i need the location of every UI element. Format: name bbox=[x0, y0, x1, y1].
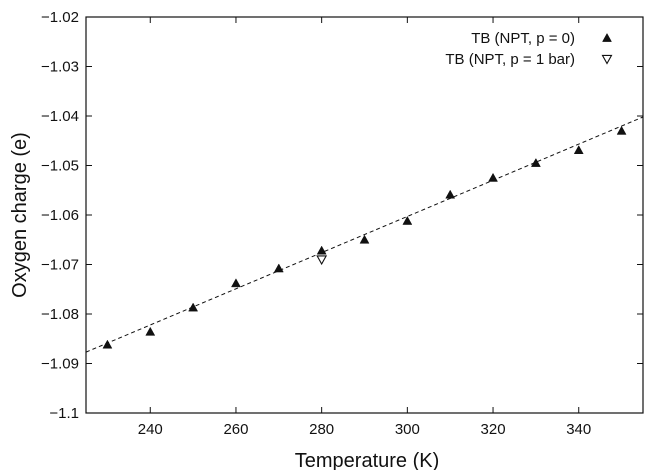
data-point-series-1 bbox=[616, 125, 627, 135]
data-point-series-1 bbox=[145, 326, 156, 336]
data-point-series-1 bbox=[273, 263, 284, 273]
legend-marker bbox=[602, 32, 612, 42]
data-point-series-1 bbox=[102, 339, 113, 349]
data-point-series-1 bbox=[231, 278, 241, 288]
data-point-series-1 bbox=[573, 145, 584, 155]
x-axis-title: Temperature (K) bbox=[295, 450, 440, 470]
plot-frame bbox=[85, 16, 644, 414]
x-tick-label: 320 bbox=[481, 421, 506, 438]
x-tick-label: 280 bbox=[309, 421, 334, 438]
x-tick-label: 300 bbox=[395, 421, 420, 438]
y-tick-label: −1.09 bbox=[41, 356, 79, 373]
y-tick-label: −1.05 bbox=[41, 158, 79, 175]
data-point-series-1 bbox=[488, 172, 498, 182]
x-tick-label: 340 bbox=[566, 421, 591, 438]
y-tick-label: −1.08 bbox=[41, 306, 79, 323]
legend-marker bbox=[601, 54, 613, 65]
legend-label: TB (NPT, p = 0) bbox=[471, 30, 575, 47]
fit-line-layer bbox=[85, 116, 644, 353]
x-tick-label: 240 bbox=[138, 421, 163, 438]
data-point-series-1 bbox=[359, 234, 370, 244]
data-point-series-1 bbox=[445, 189, 456, 199]
data-point-series-1 bbox=[316, 245, 327, 255]
y-tick-label: −1.06 bbox=[41, 207, 79, 224]
axes: −1.1 −1.09 −1.08 −1.07 −1.06 −1.05 −1.04 −1.03 −… bbox=[41, 9, 644, 438]
data-point-series-1 bbox=[530, 158, 541, 167]
data-point-series-1 bbox=[188, 302, 199, 312]
legend-label: TB (NPT, p = 1 bar) bbox=[445, 51, 575, 68]
y-tick-label: −1.1 bbox=[49, 405, 79, 422]
data-points bbox=[102, 125, 627, 349]
y-tick-label: −1.03 bbox=[41, 59, 79, 76]
y-tick-label: −1.07 bbox=[41, 257, 79, 274]
y-tick-label: −1.04 bbox=[41, 108, 79, 125]
data-point-series-1 bbox=[402, 215, 413, 225]
y-tick-label: −1.02 bbox=[41, 9, 79, 26]
x-tick-label: 260 bbox=[223, 421, 248, 438]
y-axis-title: Oxygen charge (e) bbox=[9, 132, 31, 298]
fit-line bbox=[85, 116, 644, 353]
legend: TB (NPT, p = 0) TB (NPT, p = 1 bar) bbox=[445, 30, 613, 68]
data-point-series-2 bbox=[316, 255, 328, 266]
